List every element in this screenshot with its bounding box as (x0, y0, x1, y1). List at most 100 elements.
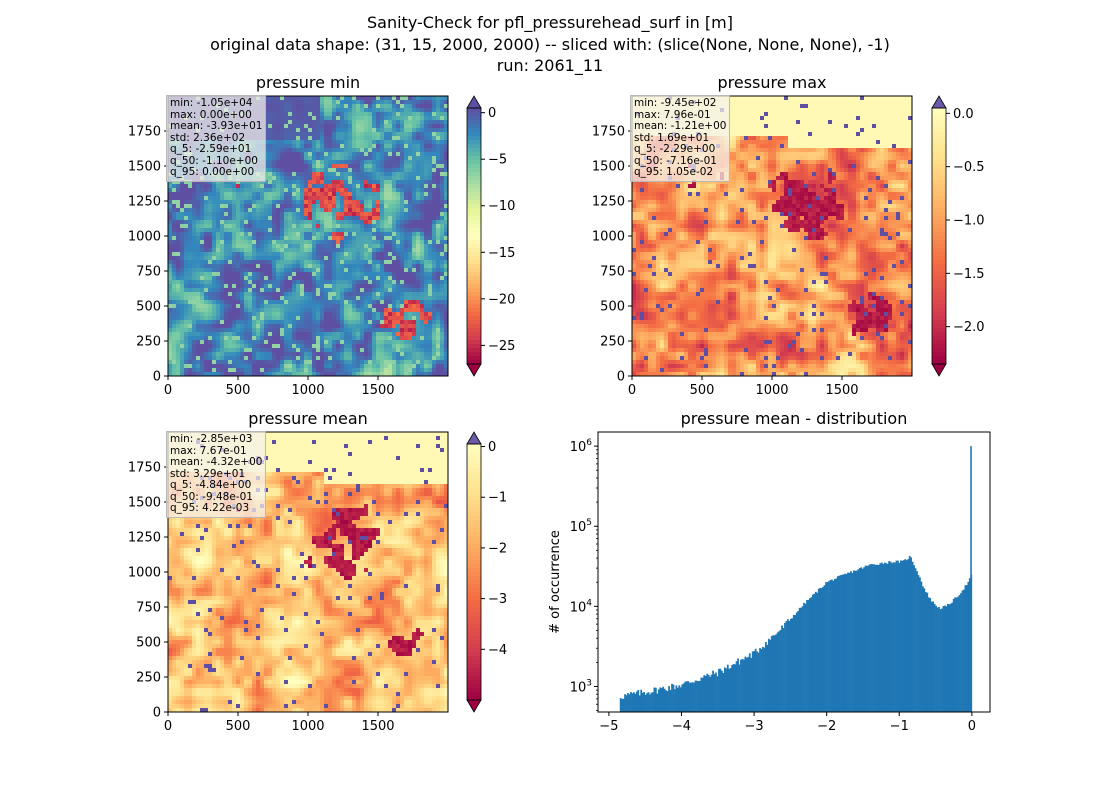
heatmap-cell (408, 264, 413, 269)
heatmap-cell (444, 304, 449, 309)
heatmap-cell (280, 272, 285, 277)
heatmap-cell (420, 292, 425, 297)
heatmap-cell (312, 328, 317, 333)
heatmap-cell (268, 148, 273, 153)
heatmap-cell (180, 184, 185, 189)
heatmap-cell (368, 360, 373, 365)
heatmap-cell (212, 260, 217, 265)
heatmap-cell (252, 284, 257, 289)
heatmap-cell (172, 232, 177, 237)
heatmap-cell (348, 344, 353, 349)
heatmap-cell (356, 356, 361, 361)
heatmap-cell (304, 196, 309, 201)
heatmap-cell (264, 280, 269, 285)
heatmap-cell (196, 312, 201, 317)
heatmap-cell (300, 252, 305, 257)
heatmap-cell (272, 296, 277, 301)
heatmap-cell (296, 348, 301, 353)
heatmap-cell (328, 196, 333, 201)
heatmap-cell (180, 192, 185, 197)
heatmap-cell (272, 228, 277, 233)
heatmap-cell (316, 336, 321, 341)
heatmap-cell (352, 372, 357, 377)
heatmap-cell (376, 124, 381, 129)
heatmap-cell (236, 196, 241, 201)
heatmap-cell (364, 188, 369, 193)
heatmap-cell (392, 100, 397, 105)
heatmap-cell (360, 312, 365, 317)
heatmap-cell (348, 148, 353, 153)
heatmap-cell (220, 180, 225, 185)
heatmap-cell (416, 168, 421, 173)
heatmap-cell (184, 188, 189, 193)
heatmap-cell (268, 320, 273, 325)
heatmap-cell (440, 184, 445, 189)
heatmap-cell (420, 352, 425, 357)
heatmap-cell (204, 244, 209, 249)
heatmap-cell (200, 368, 205, 373)
heatmap-cell (292, 332, 297, 337)
heatmap-cell (444, 172, 449, 177)
heatmap-cell (224, 308, 229, 313)
heatmap-cell (184, 256, 189, 261)
heatmap-cell (180, 344, 185, 349)
heatmap-cell (436, 116, 441, 121)
heatmap-cell (208, 368, 213, 373)
heatmap-cell (300, 164, 305, 169)
heatmap-cell (320, 268, 325, 273)
heatmap-cell (268, 244, 273, 249)
heatmap-cell (388, 316, 393, 321)
heatmap-cell (172, 224, 177, 229)
heatmap-cell (364, 192, 369, 197)
heatmap-cell (248, 196, 253, 201)
heatmap-cell (300, 248, 305, 253)
heatmap-cell (284, 212, 289, 217)
heatmap-cell (204, 224, 209, 229)
heatmap-cell (252, 220, 257, 225)
heatmap-cell (256, 324, 261, 329)
heatmap-cell (328, 236, 333, 241)
heatmap-cell (264, 332, 269, 337)
heatmap-cell (272, 276, 277, 281)
heatmap-cell (236, 356, 241, 361)
heatmap-cell (232, 368, 237, 373)
heatmap-cell (212, 316, 217, 321)
heatmap-cell (244, 328, 249, 333)
heatmap-cell (432, 296, 437, 301)
heatmap-cell (172, 332, 177, 337)
heatmap-cell (172, 344, 177, 349)
heatmap-cell (268, 340, 273, 345)
heatmap-cell (256, 236, 261, 241)
heatmap-cell (292, 100, 297, 105)
heatmap-cell (320, 348, 325, 353)
heatmap-cell (328, 304, 333, 309)
heatmap-cell (428, 104, 433, 109)
heatmap-cell (420, 200, 425, 205)
heatmap-cell (432, 324, 437, 329)
heatmap-cell (168, 340, 173, 345)
heatmap-cell (304, 228, 309, 233)
colorbar-segment (467, 132, 481, 137)
heatmap-cell (440, 324, 445, 329)
heatmap-cell (424, 256, 429, 261)
heatmap-cell (272, 208, 277, 213)
heatmap-cell (384, 324, 389, 329)
heatmap-cell (332, 96, 337, 101)
heatmap-cell (252, 216, 257, 221)
heatmap-cell (264, 272, 269, 277)
heatmap-cell (420, 228, 425, 233)
heatmap-cell (268, 132, 273, 137)
heatmap-cell (356, 312, 361, 317)
heatmap-cell (376, 136, 381, 141)
heatmap-cell (392, 288, 397, 293)
heatmap-cell (404, 120, 409, 125)
heatmap-cell (300, 96, 305, 101)
heatmap-cell (256, 364, 261, 369)
heatmap-cell (344, 268, 349, 273)
heatmap-cell (248, 344, 253, 349)
heatmap-cell (280, 332, 285, 337)
heatmap-cell (296, 308, 301, 313)
heatmap-cell (372, 208, 377, 213)
heatmap-cell (192, 224, 197, 229)
heatmap-cell (412, 100, 417, 105)
